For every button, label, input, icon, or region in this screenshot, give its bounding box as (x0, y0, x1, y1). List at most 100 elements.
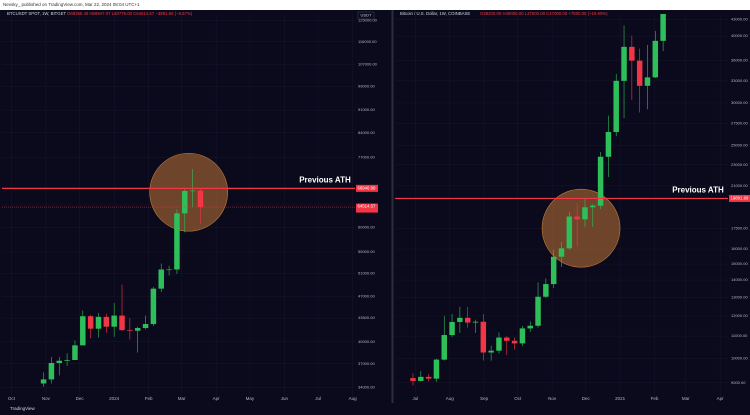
candle-body (504, 337, 510, 341)
candle-body (40, 379, 47, 384)
price-tag-label: 19891.99 (731, 196, 750, 201)
candle-body (103, 316, 110, 327)
y-tick-label: 16000.00 (731, 246, 748, 251)
y-tick-label: 84000.00 (358, 130, 375, 135)
candle-body (449, 321, 455, 336)
y-tick-label: 9000.00 (731, 380, 746, 385)
y-tick-label: 91000.00 (358, 107, 375, 112)
y-tick-label: 99000.00 (358, 83, 375, 88)
candle-body (166, 269, 172, 271)
candle-body (158, 269, 164, 289)
y-tick-label: 15000.00 (731, 261, 748, 266)
price-tag-label: 64514.57 (358, 204, 377, 209)
candle-body (56, 360, 63, 363)
candle-body (566, 216, 573, 249)
candle-body (558, 248, 565, 257)
y-tick-label: 43000.00 (731, 16, 748, 21)
y-tick-label: 47000.00 (358, 293, 375, 298)
candle-body (535, 296, 541, 326)
y-tick-label: 77000.00 (358, 154, 375, 159)
candle-body (621, 46, 627, 81)
chart-title: Bitcoin / U.S. Dollar, 1W, COINBASE (400, 11, 470, 16)
highlight-circle (149, 152, 228, 232)
candle-body (134, 328, 141, 331)
y-tick-label: 12000.00 (731, 313, 748, 318)
candle-body (519, 328, 526, 344)
candle-body (48, 362, 55, 380)
y-tick-label: 40000.00 (358, 339, 375, 344)
candle-body (511, 340, 518, 344)
candle-body (574, 216, 580, 220)
x-tick-label: 2021 (615, 396, 626, 401)
candle-body (119, 315, 125, 331)
x-tick-label: Mar (178, 396, 186, 401)
x-tick-label: Feb (145, 396, 153, 401)
candle-body (95, 316, 102, 329)
annotation: Previous ATH (299, 175, 351, 184)
candle-body (480, 321, 487, 353)
candle-body (410, 378, 416, 381)
y-tick-label: 17500.00 (731, 225, 748, 230)
candle-body (80, 316, 86, 346)
plot (2, 14, 355, 396)
candle-body (652, 40, 659, 78)
x-tick-label: Jul (315, 396, 321, 401)
candle-body (142, 324, 149, 329)
ohlc-legend: O39200.00 H49000.00 L37500.00 C47000.00 … (480, 11, 608, 16)
currency-box (357, 11, 375, 20)
candle-body (464, 317, 471, 323)
y-tick-label: 125000.00 (358, 18, 378, 23)
y-tick-label: 34000.00 (358, 385, 375, 390)
candle-body (527, 325, 533, 329)
ohlc-legend: O68395.40 H68947.07 L60775.00 C64514.57 … (67, 11, 193, 16)
y-tick-label: 10000.00 (731, 355, 748, 360)
x-tick-label: Feb (651, 396, 659, 401)
price-tag (356, 184, 378, 192)
candle-body (197, 190, 204, 208)
footer-text: TradingView (10, 406, 36, 411)
price-tag (729, 194, 750, 202)
candle-body (433, 359, 440, 379)
candle-body (425, 376, 432, 379)
candle-body (550, 256, 557, 285)
candle-body (496, 337, 502, 351)
price-tag (356, 203, 378, 213)
y-tick-label: 14000.00 (731, 277, 748, 282)
y-tick-label: 23000.00 (731, 162, 748, 167)
y-tick-label: 13000.00 (731, 294, 748, 299)
y-tick-label: 40000.00 (731, 33, 748, 38)
candle-body (629, 46, 635, 61)
candle-body (660, 14, 666, 41)
header-bar (0, 0, 750, 10)
x-tick-label: Jul (412, 396, 418, 401)
chart-title: BTCUSDT SPOT, 1W, BITGET (7, 11, 67, 16)
y-tick-label: 11000.00 (731, 333, 748, 338)
footer-bar (0, 403, 750, 415)
x-tick-label: Dec (76, 396, 85, 401)
y-tick-label: 37000.00 (358, 361, 375, 366)
x-tick-label: Dec (582, 396, 591, 401)
y-tick-label: 116000.00 (358, 39, 377, 44)
currency-label: USDT (361, 13, 372, 18)
candle-body (472, 321, 479, 323)
y-tick-label: 43500.00 (358, 315, 375, 320)
candle-body (597, 156, 604, 206)
y-tick-label: 21000.00 (731, 183, 748, 188)
candle-body (613, 80, 619, 132)
x-tick-label: 2024 (109, 396, 120, 401)
candle-body (174, 213, 180, 270)
candle-body (543, 284, 549, 297)
annotation: Previous ATH (672, 186, 724, 195)
candle-body (87, 316, 94, 329)
candle-body (72, 345, 78, 360)
x-tick-label: Sep (480, 396, 489, 401)
y-tick-label: 25000.00 (731, 142, 748, 147)
candle-body (441, 335, 447, 360)
x-tick-label: Apr (717, 396, 725, 401)
candle-body (182, 191, 188, 214)
x-tick-label: Aug (349, 396, 358, 401)
x-tick-label: Nov (548, 396, 557, 401)
y-tick-label: 107000.00 (358, 62, 378, 67)
y-tick-label: 55000.00 (358, 249, 375, 254)
